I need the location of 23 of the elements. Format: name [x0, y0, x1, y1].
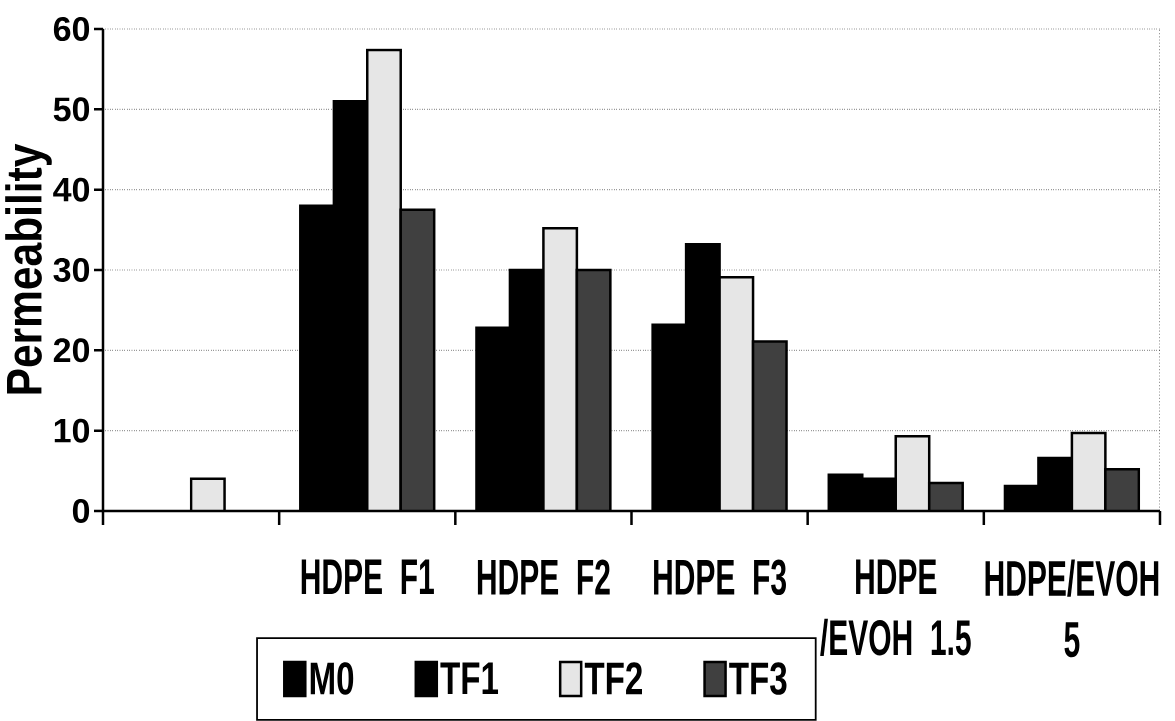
y-tick-label: 50 [53, 97, 90, 122]
bar [753, 341, 787, 511]
y-axis-title: Permeability [5, 143, 52, 394]
bar [367, 49, 401, 511]
bar [576, 270, 611, 511]
x-tick-label: HDPE F2 [477, 559, 610, 595]
legend-label: TF2 [584, 662, 642, 695]
x-tick-label: HDPE F3 [654, 559, 786, 596]
x-tick-label: HDPE /EVOH 1.5 [820, 559, 971, 656]
y-tick-label: 60 [53, 16, 90, 42]
y-tick-label: 10 [54, 418, 90, 443]
bar [400, 209, 435, 511]
legend-label: M0 [310, 662, 354, 695]
bar [543, 228, 577, 511]
x-tick-label: HDPE F1 [301, 559, 434, 594]
y-tick-label: 40 [53, 177, 90, 202]
y-tick-label: 20 [53, 338, 90, 363]
x-tick-label: HDPE/EVOH 5 [985, 559, 1159, 658]
legend-label: TF1 [440, 662, 499, 695]
legend-label: TF3 [729, 662, 787, 695]
y-tick-label: 0 [72, 498, 90, 524]
y-tick-label: 30 [53, 257, 90, 283]
bar [719, 277, 754, 511]
